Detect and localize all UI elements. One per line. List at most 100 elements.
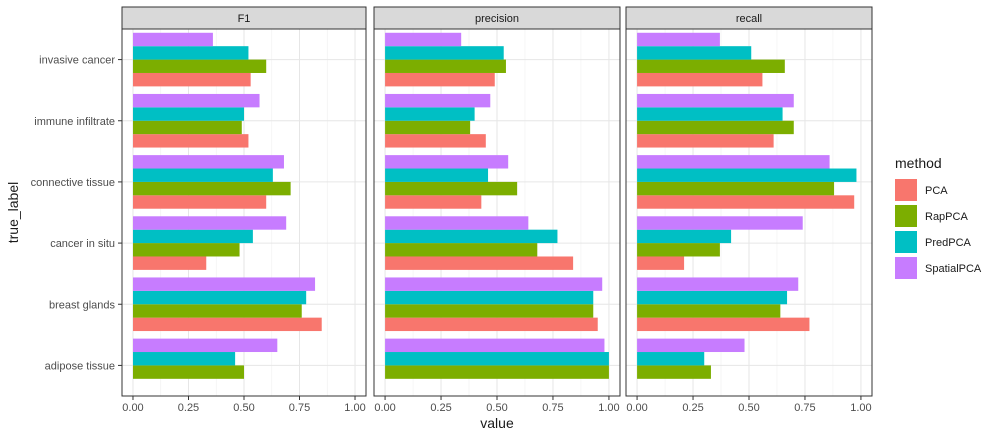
bar-precision-immune-infiltrate-rappca: [385, 120, 471, 135]
bar-f1-breast-glands-rappca: [132, 304, 302, 318]
bar-recall-cancer-in-situ-pca: [637, 256, 685, 270]
bar-f1-cancer-in-situ-spatialpca: [132, 216, 287, 230]
bar-recall-invasive-cancer-spatialpca: [637, 32, 720, 47]
bar-precision-invasive-cancer-rappca: [385, 59, 506, 73]
bar-f1-connective-tissue-spatialpca: [132, 155, 284, 169]
bar-recall-invasive-cancer-predpca: [637, 46, 752, 60]
bar-precision-invasive-cancer-spatialpca: [385, 32, 462, 47]
bar-recall-cancer-in-situ-rappca: [637, 243, 720, 257]
bar-precision-connective-tissue-spatialpca: [385, 155, 509, 169]
y-tick-label-immune-infiltrate: immune infiltrate: [34, 116, 115, 128]
bar-f1-immune-infiltrate-predpca: [132, 107, 244, 121]
x-tick-label-recall: 0.50: [738, 402, 759, 414]
bar-precision-immune-infiltrate-spatialpca: [385, 93, 491, 108]
legend-label-spatialpca: SpatialPCA: [925, 263, 982, 275]
legend-key-predpca: [895, 231, 917, 253]
x-tick-label-f1: 0.25: [178, 402, 199, 414]
bar-f1-cancer-in-situ-rappca: [132, 243, 240, 257]
bar-recall-adipose-tissue-spatialpca: [637, 338, 745, 353]
facet-title-precision: precision: [475, 13, 519, 25]
bar-recall-cancer-in-situ-spatialpca: [637, 216, 803, 230]
bar-precision-cancer-in-situ-pca: [385, 256, 574, 270]
bar-f1-invasive-cancer-predpca: [132, 46, 249, 60]
bar-recall-immune-infiltrate-predpca: [637, 107, 783, 121]
x-tick-label-recall: 0.00: [626, 402, 647, 414]
bar-precision-adipose-tissue-predpca: [385, 352, 609, 366]
bar-recall-immune-infiltrate-spatialpca: [637, 93, 794, 108]
bar-recall-adipose-tissue-rappca: [637, 365, 711, 379]
panel-border-recall: [625, 28, 873, 397]
facet-title-recall: recall: [736, 13, 762, 25]
bar-recall-immune-infiltrate-pca: [637, 134, 774, 148]
y-tick-label-adipose-tissue: adipose tissue: [45, 360, 115, 372]
x-tick-label-recall: 1.00: [850, 402, 871, 414]
x-tick-label-precision: 0.25: [430, 402, 451, 414]
x-tick-label-f1: 0.00: [122, 402, 143, 414]
bar-recall-breast-glands-rappca: [637, 304, 781, 318]
bar-f1-connective-tissue-rappca: [132, 181, 291, 196]
bar-precision-cancer-in-situ-spatialpca: [385, 216, 529, 230]
bar-f1-adipose-tissue-spatialpca: [132, 338, 278, 353]
legend-key-spatialpca: [895, 257, 917, 279]
panel-border-f1: [121, 28, 367, 397]
y-tick-label-cancer-in-situ: cancer in situ: [50, 238, 115, 250]
bar-recall-invasive-cancer-rappca: [637, 59, 785, 73]
bar-f1-breast-glands-spatialpca: [132, 277, 316, 291]
bar-recall-adipose-tissue-predpca: [637, 352, 705, 366]
x-tick-label-f1: 0.75: [289, 402, 310, 414]
bar-precision-breast-glands-spatialpca: [385, 277, 603, 291]
bar-recall-breast-glands-pca: [637, 317, 810, 332]
bar-recall-connective-tissue-spatialpca: [637, 155, 830, 169]
bar-precision-breast-glands-rappca: [385, 304, 594, 318]
x-tick-label-precision: 1.00: [598, 402, 619, 414]
bar-precision-cancer-in-situ-rappca: [385, 243, 538, 257]
legend-title: method: [895, 155, 942, 171]
legend-key-rappca: [895, 205, 917, 227]
bar-precision-immune-infiltrate-predpca: [385, 107, 475, 121]
legend-label-predpca: PredPCA: [925, 237, 972, 249]
bar-f1-breast-glands-predpca: [132, 290, 307, 305]
x-tick-label-precision: 0.75: [542, 402, 563, 414]
y-axis-title: true_label: [5, 182, 21, 244]
bar-f1-immune-infiltrate-spatialpca: [132, 93, 260, 108]
x-tick-label-recall: 0.75: [794, 402, 815, 414]
bar-precision-breast-glands-predpca: [385, 290, 594, 305]
bar-f1-cancer-in-situ-pca: [132, 256, 207, 270]
bar-recall-connective-tissue-predpca: [637, 168, 857, 182]
bar-precision-cancer-in-situ-predpca: [385, 229, 558, 244]
bar-precision-connective-tissue-pca: [385, 195, 482, 209]
x-tick-label-f1: 0.50: [233, 402, 254, 414]
bar-precision-connective-tissue-predpca: [385, 168, 489, 182]
bar-recall-breast-glands-predpca: [637, 290, 788, 305]
bar-recall-breast-glands-spatialpca: [637, 277, 799, 291]
bar-precision-adipose-tissue-rappca: [385, 365, 609, 379]
bar-recall-connective-tissue-rappca: [637, 181, 835, 196]
bar-precision-immune-infiltrate-pca: [385, 134, 486, 148]
bar-precision-adipose-tissue-spatialpca: [385, 338, 605, 353]
bar-f1-immune-infiltrate-pca: [132, 134, 249, 148]
bar-recall-cancer-in-situ-predpca: [637, 229, 732, 244]
x-axis-title: value: [480, 415, 514, 431]
x-tick-label-recall: 0.25: [682, 402, 703, 414]
bar-f1-breast-glands-pca: [132, 317, 322, 332]
x-tick-label-precision: 0.50: [486, 402, 507, 414]
y-tick-label-breast-glands: breast glands: [49, 299, 116, 311]
bar-f1-adipose-tissue-predpca: [132, 352, 236, 366]
bar-f1-cancer-in-situ-predpca: [132, 229, 253, 244]
bar-f1-invasive-cancer-pca: [132, 72, 251, 87]
legend-key-pca: [895, 179, 917, 201]
bar-f1-connective-tissue-predpca: [132, 168, 273, 182]
bar-f1-invasive-cancer-rappca: [132, 59, 267, 73]
legend-label-rappca: RapPCA: [925, 211, 968, 223]
bar-f1-connective-tissue-pca: [132, 195, 267, 209]
panel-border-precision: [373, 28, 621, 397]
bar-precision-invasive-cancer-pca: [385, 72, 495, 87]
y-tick-label-connective-tissue: connective tissue: [31, 177, 115, 189]
legend-label-pca: PCA: [925, 185, 948, 197]
bar-f1-adipose-tissue-rappca: [132, 365, 244, 379]
bar-recall-immune-infiltrate-rappca: [637, 120, 794, 135]
bar-f1-invasive-cancer-spatialpca: [132, 32, 213, 47]
bar-precision-breast-glands-pca: [385, 317, 598, 332]
x-tick-label-f1: 1.00: [344, 402, 365, 414]
